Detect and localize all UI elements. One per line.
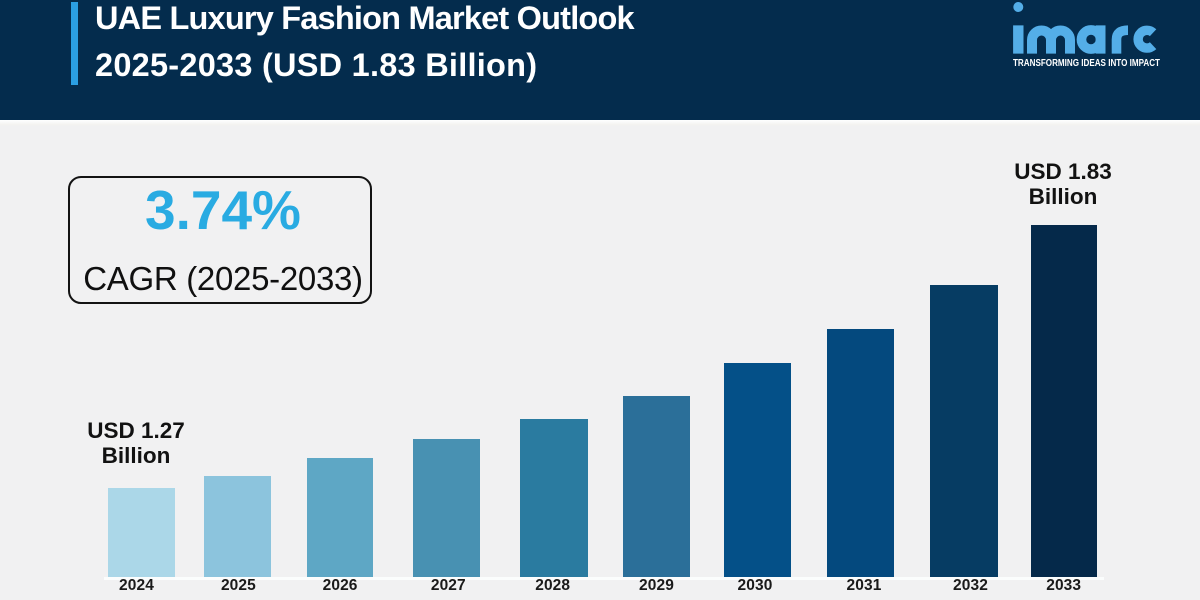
svg-text:TRANSFORMING IDEAS INTO IMPACT: TRANSFORMING IDEAS INTO IMPACT [1013, 58, 1160, 69]
